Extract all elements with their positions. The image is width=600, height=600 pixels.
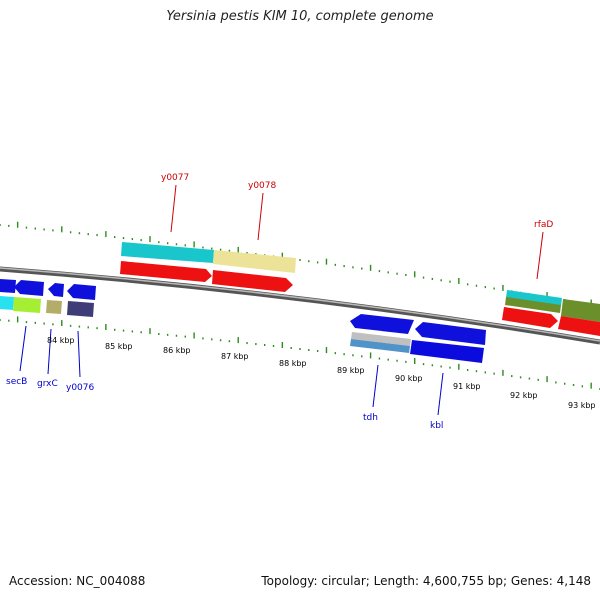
gene-arrow-next xyxy=(558,316,600,336)
cog-bar-tdh xyxy=(351,332,411,346)
gene-arrow-kbl xyxy=(415,322,486,345)
leader-line-grxC xyxy=(47,328,52,375)
leader-line-rfaD xyxy=(536,231,544,280)
cog-bar-rfaD xyxy=(506,290,562,306)
ruler-tick-label: 88 kbp xyxy=(279,359,307,368)
gene-label-secB: secB xyxy=(6,377,27,387)
ruler-tick-label: 89 kbp xyxy=(337,366,365,375)
ruler-tick-label: 90 kbp xyxy=(395,374,423,383)
gene-labels: y0077 y0078 rfaD secB grxC y0076 tdh kbl xyxy=(6,173,553,431)
accession-text: Accession: NC_004088 xyxy=(9,574,146,588)
ruler-tick-label: 92 kbp xyxy=(510,391,538,400)
cog-bar-grxC xyxy=(46,300,62,314)
ruler-tick-label: 84 kbp xyxy=(47,336,75,345)
genome-backbone-highlight xyxy=(0,267,600,342)
leader-line-secB xyxy=(19,325,27,372)
cog-bar-left-cyan xyxy=(0,296,14,310)
leader-line-kbl xyxy=(437,372,444,416)
ruler-tick-label: 93 kbp xyxy=(568,401,596,410)
ruler-tick-label: 86 kbp xyxy=(163,346,191,355)
gene-label-tdh: tdh xyxy=(363,413,378,423)
cog-bar-kbl xyxy=(410,340,484,363)
figure-title: Yersinia pestis KIM 10, complete genome xyxy=(166,9,434,24)
reverse-gene-arrows xyxy=(0,279,486,345)
gene-arrow-secB xyxy=(14,280,44,296)
leader-line-tdh xyxy=(372,364,379,408)
leader-line-y0076 xyxy=(77,330,81,378)
gene-arrow-y0076 xyxy=(67,284,96,300)
cog-bar-y0077 xyxy=(121,242,214,263)
gene-arrow-left-edge xyxy=(0,279,16,293)
gene-label-grxC: grxC xyxy=(37,379,58,389)
cog-bar-next xyxy=(561,299,600,322)
cog-bar-y0076 xyxy=(67,301,94,317)
inner-tick-ring xyxy=(0,316,600,390)
cog-bar-tdh-lower xyxy=(350,339,410,353)
ruler-tick-label: 85 kbp xyxy=(105,342,133,351)
cog-bar-y0078 xyxy=(213,250,296,273)
gene-arrow-y0077 xyxy=(120,261,212,282)
gene-label-y0078: y0078 xyxy=(248,181,277,191)
gene-arrow-y0078 xyxy=(212,270,293,292)
genome-summary-text: Topology: circular; Length: 4,600,755 bp… xyxy=(261,574,591,588)
forward-cog-features xyxy=(121,242,600,322)
ruler-tick-label: 87 kbp xyxy=(221,352,249,361)
ruler-tick-label: 91 kbp xyxy=(453,382,481,391)
gene-label-kbl: kbl xyxy=(430,421,443,431)
gene-label-rfaD: rfaD xyxy=(534,220,553,230)
ruler-tick-labels: 84 kbp 85 kbp 86 kbp 87 kbp 88 kbp 89 kb… xyxy=(47,336,596,410)
genome-backbone xyxy=(0,266,600,345)
label-leader-lines xyxy=(19,184,544,416)
cog-bar-rfaD-lower xyxy=(505,297,561,313)
reverse-cog-features xyxy=(0,296,484,363)
leader-line-y0078 xyxy=(257,192,264,241)
gene-arrow-grxC xyxy=(48,283,64,297)
gene-label-y0077: y0077 xyxy=(161,173,189,183)
forward-gene-arrows xyxy=(120,261,600,336)
leader-line-y0077 xyxy=(170,184,177,233)
gene-arrow-tdh xyxy=(350,314,414,334)
gene-arrow-rfaD xyxy=(502,307,558,328)
cog-bar-secB xyxy=(13,297,41,313)
gene-label-y0076: y0076 xyxy=(66,383,95,393)
